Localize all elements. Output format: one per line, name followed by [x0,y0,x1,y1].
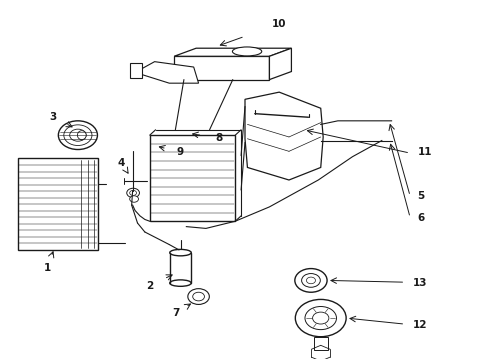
Text: 2: 2 [146,281,153,291]
Circle shape [302,274,320,287]
Polygon shape [174,56,270,80]
Polygon shape [135,62,198,83]
Circle shape [188,289,209,305]
Circle shape [58,121,98,149]
Text: 6: 6 [417,213,424,222]
Text: 11: 11 [417,147,432,157]
Text: 4: 4 [118,158,125,168]
Text: 12: 12 [413,320,427,330]
Text: 5: 5 [417,191,424,201]
Text: 10: 10 [272,19,287,29]
Bar [314,337,328,350]
Ellipse shape [77,131,86,140]
Ellipse shape [170,249,191,256]
Bar [150,135,235,221]
Text: 13: 13 [413,278,427,288]
Circle shape [313,312,329,324]
Circle shape [130,190,137,195]
Text: 1: 1 [44,263,51,273]
Circle shape [295,269,327,292]
Circle shape [295,300,346,337]
Circle shape [193,292,204,301]
Circle shape [305,306,337,330]
Polygon shape [270,48,292,80]
Circle shape [127,188,140,198]
Circle shape [64,125,92,145]
Polygon shape [18,158,98,250]
Bar [130,63,143,78]
Polygon shape [174,48,292,56]
Circle shape [130,196,139,202]
Text: 3: 3 [49,112,57,122]
Text: 8: 8 [216,133,223,143]
Polygon shape [245,92,323,180]
Circle shape [306,277,316,284]
Text: 7: 7 [172,309,179,318]
Text: 9: 9 [177,147,184,157]
Ellipse shape [170,280,191,286]
Ellipse shape [232,47,262,56]
Circle shape [70,129,86,141]
